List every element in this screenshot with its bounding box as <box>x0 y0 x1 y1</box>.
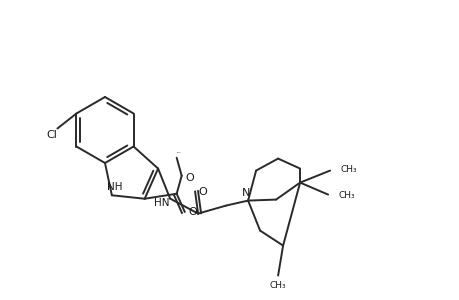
Text: CH₃: CH₃ <box>339 165 356 174</box>
Text: Cl: Cl <box>46 130 57 140</box>
Text: HN: HN <box>154 198 169 208</box>
Text: NH: NH <box>107 182 123 192</box>
Text: CH₃: CH₃ <box>269 281 286 290</box>
Text: O: O <box>188 207 196 217</box>
Text: N: N <box>241 188 250 198</box>
Text: methyl: methyl <box>177 152 182 153</box>
Text: O: O <box>185 173 194 183</box>
Text: CH₃: CH₃ <box>337 191 354 200</box>
Text: O: O <box>198 187 207 196</box>
